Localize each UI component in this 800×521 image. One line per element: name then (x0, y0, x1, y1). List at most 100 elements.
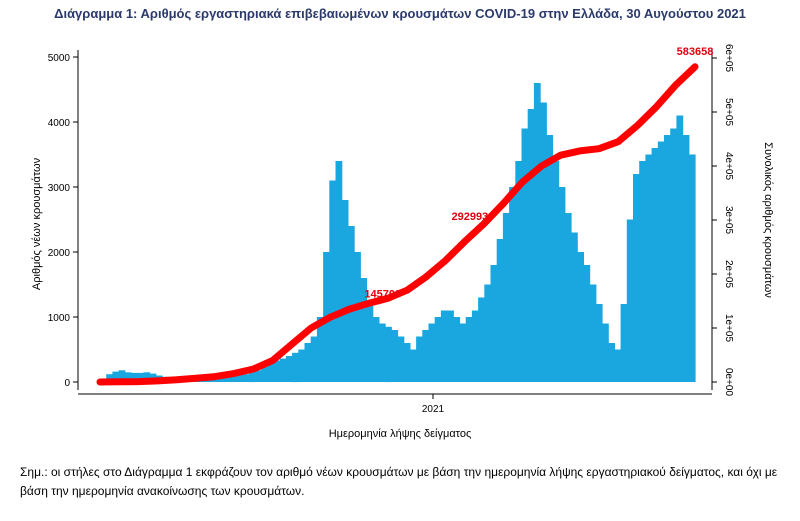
bar (248, 372, 256, 383)
right-tick-label: 6e+05 (723, 44, 734, 73)
annotations-group: 145700 292993 583658 (364, 46, 713, 300)
bar (670, 128, 677, 382)
bar (106, 374, 113, 382)
right-tick-label: 1e+05 (723, 314, 734, 343)
bar (577, 252, 584, 382)
left-axis: 0 1000 2000 3000 4000 5000 (48, 53, 78, 389)
bar (676, 115, 684, 382)
bar (261, 367, 268, 382)
bar (645, 154, 653, 382)
bar (626, 219, 634, 382)
bar (236, 374, 244, 382)
bar (292, 352, 299, 383)
bar (502, 213, 510, 382)
bar (583, 265, 591, 382)
bar (403, 343, 411, 382)
bar (391, 330, 399, 382)
bar (316, 317, 324, 382)
x-axis-title: Ημερομηνία λήψης δείγματος (329, 428, 472, 440)
bar (608, 343, 615, 382)
bar (242, 374, 250, 382)
bar (112, 371, 120, 382)
bar (279, 358, 287, 382)
bar (664, 135, 671, 382)
chart-title: Διάγραμμα 1: Αριθμός εργαστηριακά επιβεβ… (54, 6, 746, 21)
bar (409, 349, 417, 382)
bar (118, 370, 126, 382)
bar (137, 372, 144, 382)
bar (478, 297, 485, 382)
bar (465, 317, 473, 382)
bar (298, 349, 306, 382)
bar (397, 336, 405, 382)
bar (434, 317, 442, 382)
bar (143, 372, 151, 383)
bar (360, 278, 368, 382)
bar (329, 180, 337, 382)
right-tick-label: 4e+05 (723, 152, 734, 181)
bar (639, 161, 646, 382)
bar (471, 310, 479, 382)
bar (453, 317, 461, 382)
bar (564, 213, 572, 382)
bar (571, 232, 578, 382)
right-tick-label: 3e+05 (723, 206, 734, 235)
cumulative-line (96, 63, 699, 386)
bar (372, 317, 380, 382)
bar (490, 265, 498, 382)
bar (595, 304, 603, 382)
bar (428, 323, 436, 382)
right-tick-label: 2e+05 (723, 260, 734, 289)
annotation-label: 292993 (452, 211, 489, 223)
bar (422, 330, 430, 382)
bar (385, 326, 392, 383)
bar (484, 284, 492, 382)
bar (682, 135, 690, 382)
right-axis-title: Συνολικός αριθμός κρουσμάτων (762, 142, 774, 298)
bar (347, 226, 355, 382)
right-axis: 0e+00 1e+05 2e+05 3e+05 4e+05 5e+05 6e+05 (712, 44, 734, 396)
bar (552, 161, 560, 382)
annotation-label: 583658 (677, 46, 714, 58)
bar (354, 252, 361, 382)
bar (131, 372, 138, 382)
bar (447, 310, 454, 382)
bar (378, 323, 386, 382)
bar (540, 102, 547, 382)
bar (620, 304, 628, 382)
bar (633, 174, 640, 382)
left-tick-label: 5000 (48, 53, 71, 64)
bar (416, 336, 423, 382)
bar (533, 83, 541, 382)
left-tick-label: 1000 (48, 313, 71, 324)
bar (224, 376, 231, 382)
left-tick-label: 2000 (48, 248, 71, 259)
bar (688, 154, 696, 382)
bar (651, 148, 659, 382)
bar (459, 323, 467, 382)
bar (614, 349, 622, 382)
x-tick-label: 2021 (422, 404, 445, 415)
bar (602, 323, 609, 382)
left-tick-label: 4000 (48, 118, 71, 129)
bar (335, 161, 343, 382)
bar (304, 343, 312, 382)
annotation-label: 145700 (364, 288, 401, 300)
bar (657, 141, 665, 382)
bar (440, 310, 448, 382)
bar (515, 161, 523, 382)
bar (496, 239, 504, 382)
bar (124, 372, 132, 383)
left-tick-label: 0 (64, 378, 70, 389)
footnote: Σημ.: οι στήλες στο Διάγραμμα 1 εκφράζου… (20, 465, 778, 498)
bar (546, 135, 554, 382)
left-tick-label: 3000 (48, 183, 71, 194)
bar (267, 363, 275, 382)
bar (558, 187, 566, 382)
bar (527, 109, 535, 382)
bar (509, 187, 516, 382)
bar (230, 375, 237, 382)
bar (521, 128, 529, 382)
right-tick-label: 5e+05 (723, 98, 734, 127)
